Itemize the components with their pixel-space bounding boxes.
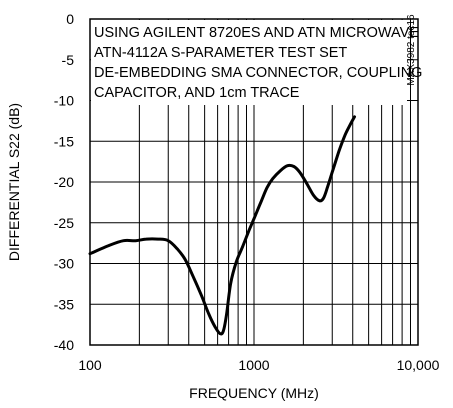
x-tick-label: 10,000 <box>397 357 440 373</box>
annotation-box-background <box>91 20 407 105</box>
y-tick-label: -15 <box>54 133 74 149</box>
annotation-note: USING AGILENT 8720ES AND ATN MICROWAVE AT… <box>94 25 422 101</box>
y-tick-label: -5 <box>62 52 75 68</box>
y-tick-label: -25 <box>54 215 74 231</box>
x-tick-label: 100 <box>78 357 102 373</box>
y-tick-label: -10 <box>54 93 74 109</box>
figure-id: MAX3982 toc16 <box>406 14 417 86</box>
x-axis-title: FREQUENCY (MHz) <box>189 385 319 401</box>
annotation-line: CAPACITOR, AND 1cm TRACE <box>94 85 300 101</box>
annotation-line: DE-EMBEDDING SMA CONNECTOR, COUPLING <box>94 65 422 81</box>
y-tick-label: -35 <box>54 296 74 312</box>
s22-series-line <box>88 115 356 336</box>
annotation-line: USING AGILENT 8720ES AND ATN MICROWAVE <box>94 25 419 41</box>
y-tick-label: -20 <box>54 174 74 190</box>
y-tick-label: -30 <box>54 256 74 272</box>
plot-frame <box>89 18 419 346</box>
y-tick-labels: 0 -5 -10 -15 -20 -25 -30 -35 -40 <box>54 11 74 353</box>
x-tick-labels: 100 1000 10,000 <box>78 357 439 373</box>
y-axis-title: DIFFERENTIAL S22 (dB) <box>6 103 22 261</box>
annotation-line: ATN-4112A S-PARAMETER TEST SET <box>94 45 347 61</box>
y-tick-label: 0 <box>66 11 74 27</box>
y-tick-label: -40 <box>54 337 74 353</box>
x-tick-label: 1000 <box>238 357 269 373</box>
